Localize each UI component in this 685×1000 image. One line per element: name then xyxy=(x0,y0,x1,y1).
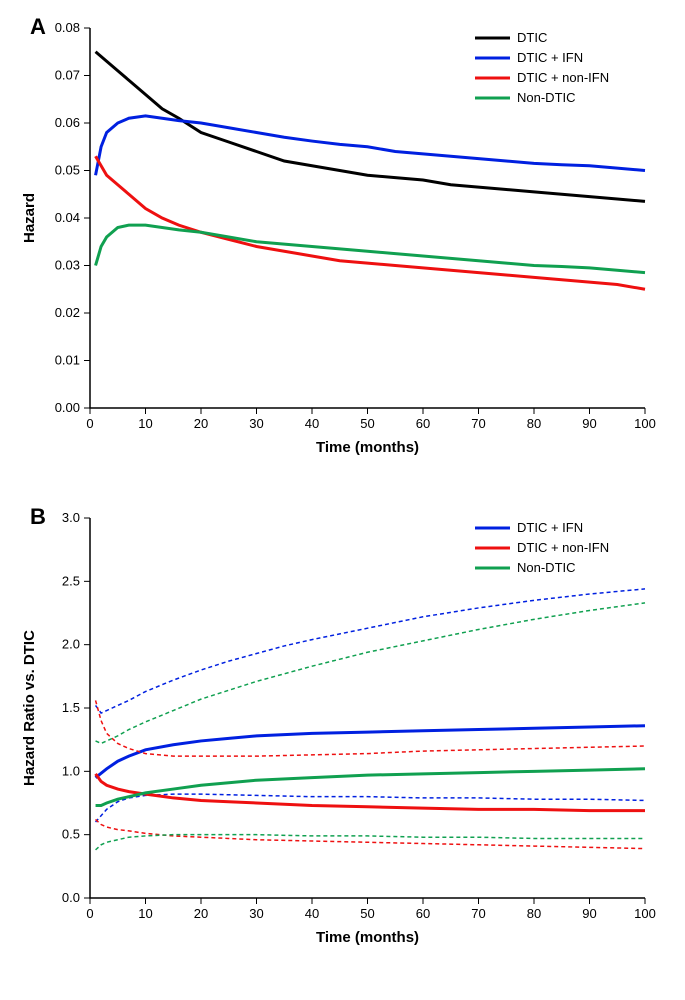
x-tick-label: 80 xyxy=(527,906,541,921)
x-axis-label: Time (months) xyxy=(316,929,419,946)
panel-a-svg: A 0 10 20 30 40 50 60 70 80 90 100 0.00 0.01 0.02 0.03 0… xyxy=(10,10,675,470)
y-axis-label: Hazard Ratio vs. DTIC xyxy=(21,630,38,786)
x-tick-label: 10 xyxy=(138,906,152,921)
y-tick-label: 0.04 xyxy=(55,210,80,225)
axes xyxy=(90,28,645,408)
panel-label: A xyxy=(30,14,46,39)
ci-upper-curve xyxy=(96,603,645,744)
x-tick-label: 80 xyxy=(527,416,541,431)
legend-label: DTIC + IFN xyxy=(517,520,583,535)
panel-b-container: B 0 10 20 30 40 50 60 70 80 90 100 0.0 0.5 1.0 1.5 2.0 2.… xyxy=(10,500,675,960)
x-tick-label: 0 xyxy=(86,416,93,431)
series-curve xyxy=(96,769,645,806)
y-axis-label: Hazard xyxy=(21,193,38,243)
x-tick-label: 50 xyxy=(360,416,374,431)
x-tick-label: 20 xyxy=(194,416,208,431)
series-curve xyxy=(96,225,645,273)
x-tick-label: 20 xyxy=(194,906,208,921)
x-tick-label: 90 xyxy=(582,416,596,431)
panel-b-svg: B 0 10 20 30 40 50 60 70 80 90 100 0.0 0.5 1.0 1.5 2.0 2.… xyxy=(10,500,675,960)
legend-label: DTIC xyxy=(517,30,547,45)
x-tick-label: 30 xyxy=(249,906,263,921)
y-tick-label: 1.0 xyxy=(62,763,80,778)
y-tick-label: 0.02 xyxy=(55,305,80,320)
legend-label: Non-DTIC xyxy=(517,560,576,575)
y-tick-label: 2.0 xyxy=(62,637,80,652)
y-tick-label: 1.5 xyxy=(62,700,80,715)
ci-lower-curve xyxy=(96,835,645,850)
x-tick-label: 30 xyxy=(249,416,263,431)
y-tick-label: 0.06 xyxy=(55,115,80,130)
x-tick-label: 70 xyxy=(471,416,485,431)
legend-label: DTIC + IFN xyxy=(517,50,583,65)
x-tick-label: 60 xyxy=(416,416,430,431)
y-tick-label: 0.05 xyxy=(55,163,80,178)
x-axis-label: Time (months) xyxy=(316,439,419,456)
series-curve xyxy=(96,774,645,811)
y-tick-label: 3.0 xyxy=(62,510,80,525)
legend-label: DTIC + non-IFN xyxy=(517,540,609,555)
x-tick-label: 0 xyxy=(86,906,93,921)
y-tick-label: 0.00 xyxy=(55,400,80,415)
x-tick-label: 40 xyxy=(305,906,319,921)
ci-upper-curve xyxy=(96,589,645,713)
x-tick-label: 100 xyxy=(634,416,656,431)
x-tick-label: 40 xyxy=(305,416,319,431)
x-tick-label: 60 xyxy=(416,906,430,921)
x-tick-label: 70 xyxy=(471,906,485,921)
y-tick-label: 0.03 xyxy=(55,258,80,273)
x-tick-label: 90 xyxy=(582,906,596,921)
legend-label: Non-DTIC xyxy=(517,90,576,105)
legend-label: DTIC + non-IFN xyxy=(517,70,609,85)
x-tick-label: 10 xyxy=(138,416,152,431)
series-curve xyxy=(96,116,645,175)
panel-label: B xyxy=(30,504,46,529)
y-tick-label: 0.5 xyxy=(62,827,80,842)
y-tick-label: 0.07 xyxy=(55,68,80,83)
y-tick-label: 0.01 xyxy=(55,353,80,368)
panel-a-container: A 0 10 20 30 40 50 60 70 80 90 100 0.00 0.01 0.02 0.03 0… xyxy=(10,10,675,470)
x-tick-label: 50 xyxy=(360,906,374,921)
axes xyxy=(90,518,645,898)
x-tick-label: 100 xyxy=(634,906,656,921)
y-tick-label: 0.0 xyxy=(62,890,80,905)
y-tick-label: 0.08 xyxy=(55,20,80,35)
y-tick-label: 2.5 xyxy=(62,573,80,588)
